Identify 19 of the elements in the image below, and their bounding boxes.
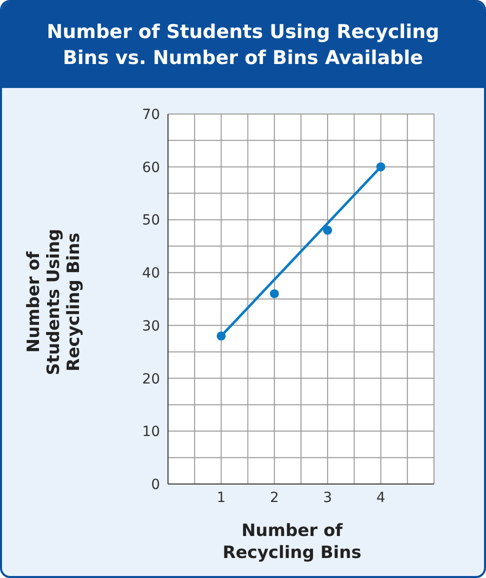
y-tick-label: 30 bbox=[142, 318, 160, 334]
chart-title: Number of Students Using Recycling Bins vs. Number of Bins Available bbox=[2, 2, 484, 88]
y-tick-label: 50 bbox=[142, 212, 160, 229]
point bbox=[376, 162, 386, 172]
x-tick-label: 1 bbox=[216, 490, 226, 506]
y-tick-label: 20 bbox=[142, 371, 160, 388]
point bbox=[270, 289, 279, 298]
x-tick-label: 3 bbox=[323, 490, 332, 506]
y-axis-title: Number of Students Using Recycling Bins bbox=[24, 228, 84, 378]
point bbox=[323, 226, 332, 235]
x-axis-title: Number of Recycling Bins bbox=[222, 520, 362, 564]
point bbox=[216, 331, 226, 341]
y-tick-label: 10 bbox=[142, 424, 160, 440]
y-tick-label: 60 bbox=[142, 160, 160, 176]
y-tick-label: 0 bbox=[151, 476, 160, 493]
y-tick-label: 70 bbox=[142, 106, 160, 123]
x-tick-label: 2 bbox=[270, 490, 279, 506]
y-tick-label: 40 bbox=[142, 266, 160, 282]
x-tick-label: 4 bbox=[376, 490, 386, 506]
